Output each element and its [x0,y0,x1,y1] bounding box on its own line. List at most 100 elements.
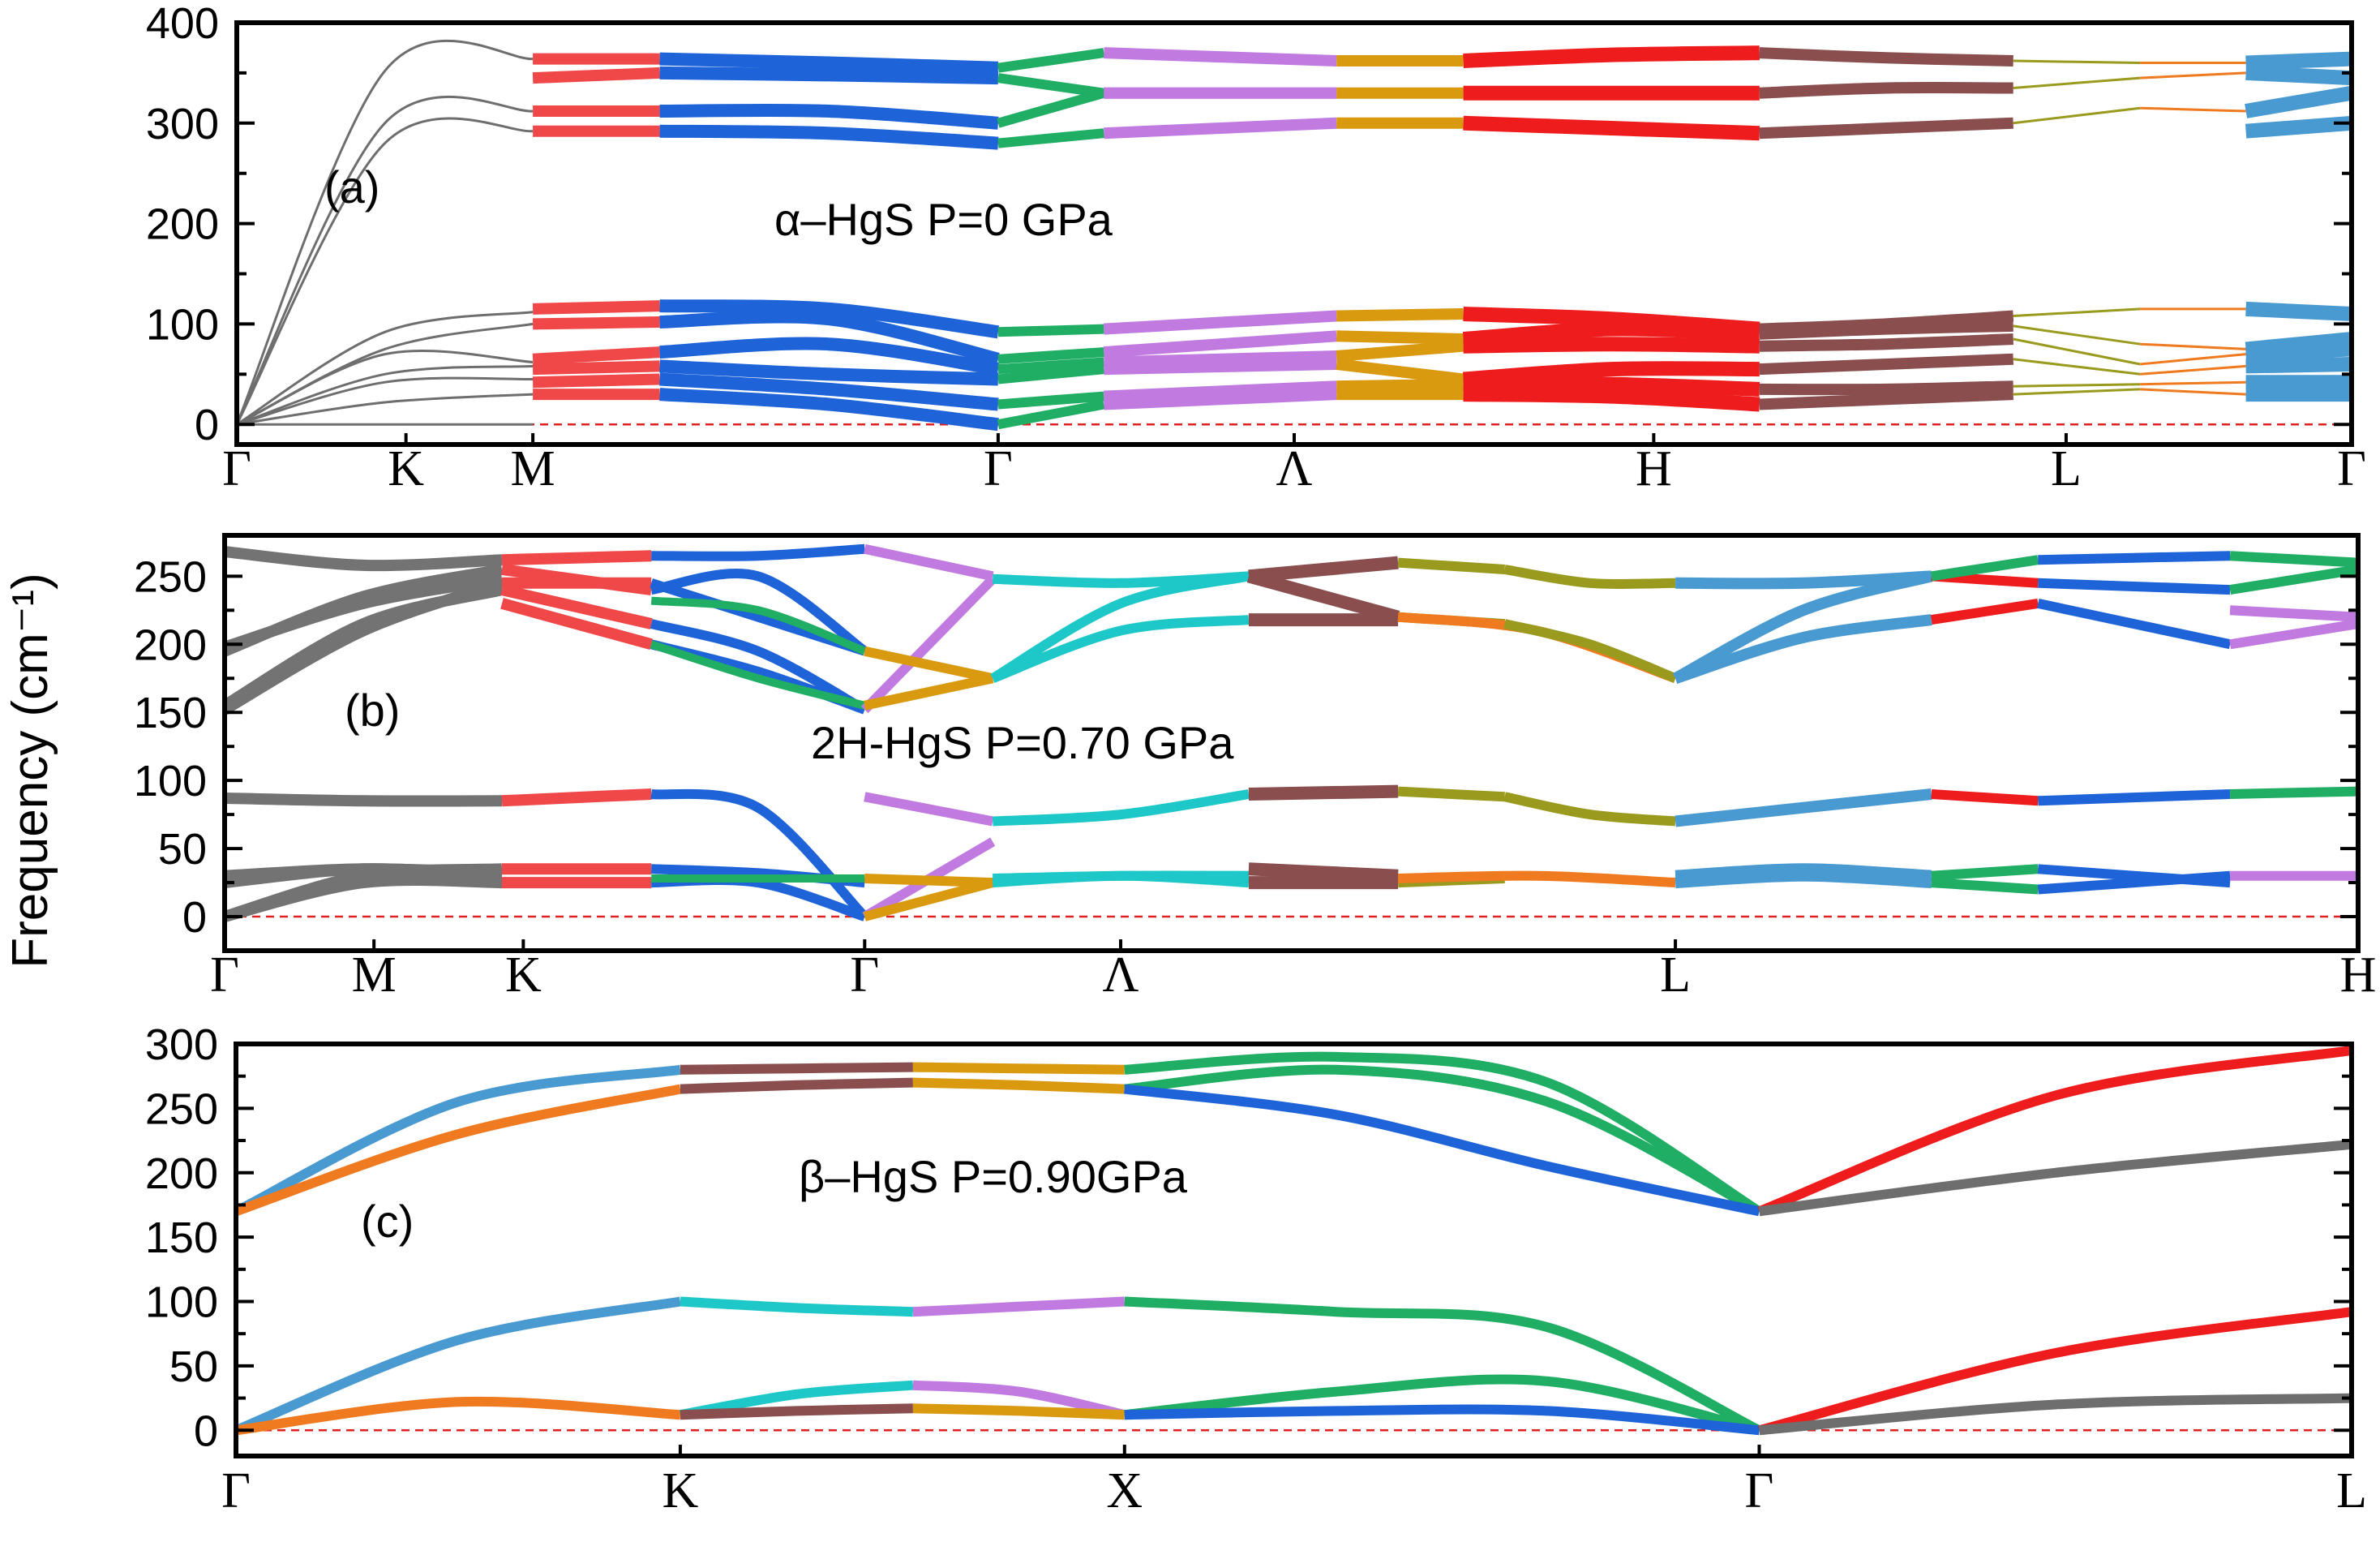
phonon-branch [2140,380,2246,386]
phonon-branch [2013,383,2141,388]
phonon-branch [1757,1045,2352,1216]
k-point-label: K [505,947,542,1003]
phonon-branch [1103,380,1337,402]
phonon-branch [225,584,504,711]
phonon-branch [1124,1051,1762,1216]
phonon-branch [2013,59,2141,64]
phonon-branch [1759,380,2013,396]
panel-annotation: 2H-HgS P=0.70 GPa [811,717,1234,768]
phonon-branch [237,364,534,426]
phonon-branch [1675,788,1932,827]
panel-annotation: α–HgS P=0 GPa [774,194,1113,245]
phonon-branch [1930,598,2039,625]
y-tick-label: 0 [182,893,207,942]
k-point-label: X [1106,1463,1143,1518]
phonon-branch [1336,378,1464,393]
phonon-branch [1336,340,1464,362]
phonon-branch [2038,551,2231,565]
phonon-branch [1397,870,1676,888]
phonon-branch [1463,361,1760,387]
phonon-branch [1503,619,1678,683]
phonon-branch [912,1403,1126,1420]
phonon-branch [659,337,1000,376]
phonon-branch [650,569,868,655]
y-tick-label: 250 [134,552,207,601]
phonon-branch [236,1296,681,1435]
phonon-branch [532,300,660,315]
y-tick-label: 100 [134,757,207,805]
panel-annotation: β–HgS P=0.90GPa [799,1151,1188,1202]
phonon-branch [863,878,994,921]
phonon-branch [1675,863,1932,882]
panel-a: 0 100 200 300 400 Γ K M Γ Λ H L Γ (a) α–HgS P=0 GPa [146,0,2366,496]
phonon-branch [864,874,993,888]
phonon-branch [1759,353,2013,376]
phonon-branch [864,646,994,684]
phonon-branch [237,393,534,426]
phonon-branch [1759,82,2013,99]
phonon-branch [1759,310,2014,335]
phonon-branch [1759,389,2013,410]
phonon-branch [2245,332,2352,357]
phonon-branch [997,347,1104,364]
phonon-branch [2245,51,2352,71]
phonon-branch [1759,333,2013,352]
phonon-branch [1757,1307,2352,1436]
phonon-branch [997,48,1105,73]
phonon-branch [1103,330,1337,359]
k-point-label: H [2340,947,2377,1003]
y-tick-label: 300 [146,100,219,148]
phonon-branch [1124,1064,1762,1216]
phonon-branch [237,95,534,425]
phonon-branch [680,1403,914,1420]
phonon-branch [2013,358,2141,376]
phonon-branch [1675,870,1932,889]
y-tick-label: 150 [145,1213,218,1262]
panel-label: (c) [361,1196,414,1247]
phonon-branch [1503,792,1676,827]
plot-frame [222,533,2361,953]
phonon-branch [1248,556,1399,583]
y-tick-label: 400 [146,0,219,48]
k-point-label: Λ [1276,441,1313,496]
phonon-branch [2140,388,2246,396]
y-tick-label: 200 [146,200,219,249]
phonon-branch [237,376,534,426]
phonon-branch [659,66,999,85]
phonon-branch [1758,1393,2352,1436]
phonon-branch [997,357,1104,375]
phonon-branch [225,573,504,653]
k-point-label: L [1660,947,1691,1003]
phonon-branch [2037,864,2231,888]
y-tick-label: 300 [145,1020,218,1069]
phonon-branch [2037,599,2232,650]
phonon-branch [501,550,652,566]
panel-label: (b) [345,685,400,736]
phonon-branch [650,788,868,921]
phonon-branch [1463,45,1760,68]
phonon-branch [2245,65,2352,86]
phonon-branch [501,788,652,807]
phonon-branch [2013,337,2141,366]
phonon-branch [2140,353,2246,366]
phonon-branch [2245,85,2352,118]
phonon-branch [993,870,1249,883]
phonon-branch [2013,388,2141,396]
phonon-branch [997,324,1104,337]
phonon-branch [1463,115,1760,141]
chart-panels: 0 100 200 300 400 Γ K M Γ Λ H L Γ (a) α–HgS P=0 GPa 0 50… [134,0,2377,1518]
phonon-branch [991,615,1250,683]
phonon-branch [992,571,1250,588]
y-tick-label: 200 [145,1149,218,1198]
phonon-branch [912,1380,1126,1420]
phonon-branch [650,596,867,655]
phonon-branch [997,128,1104,148]
phonon-branch [997,399,1105,430]
phonon-branch [1463,387,1760,412]
phonon-branch [1463,337,1760,354]
phonon-branch [1336,330,1464,345]
phonon-branch [2038,789,2231,806]
k-point-label: Λ [1103,947,1139,1003]
phonon-branch [2229,551,2358,568]
